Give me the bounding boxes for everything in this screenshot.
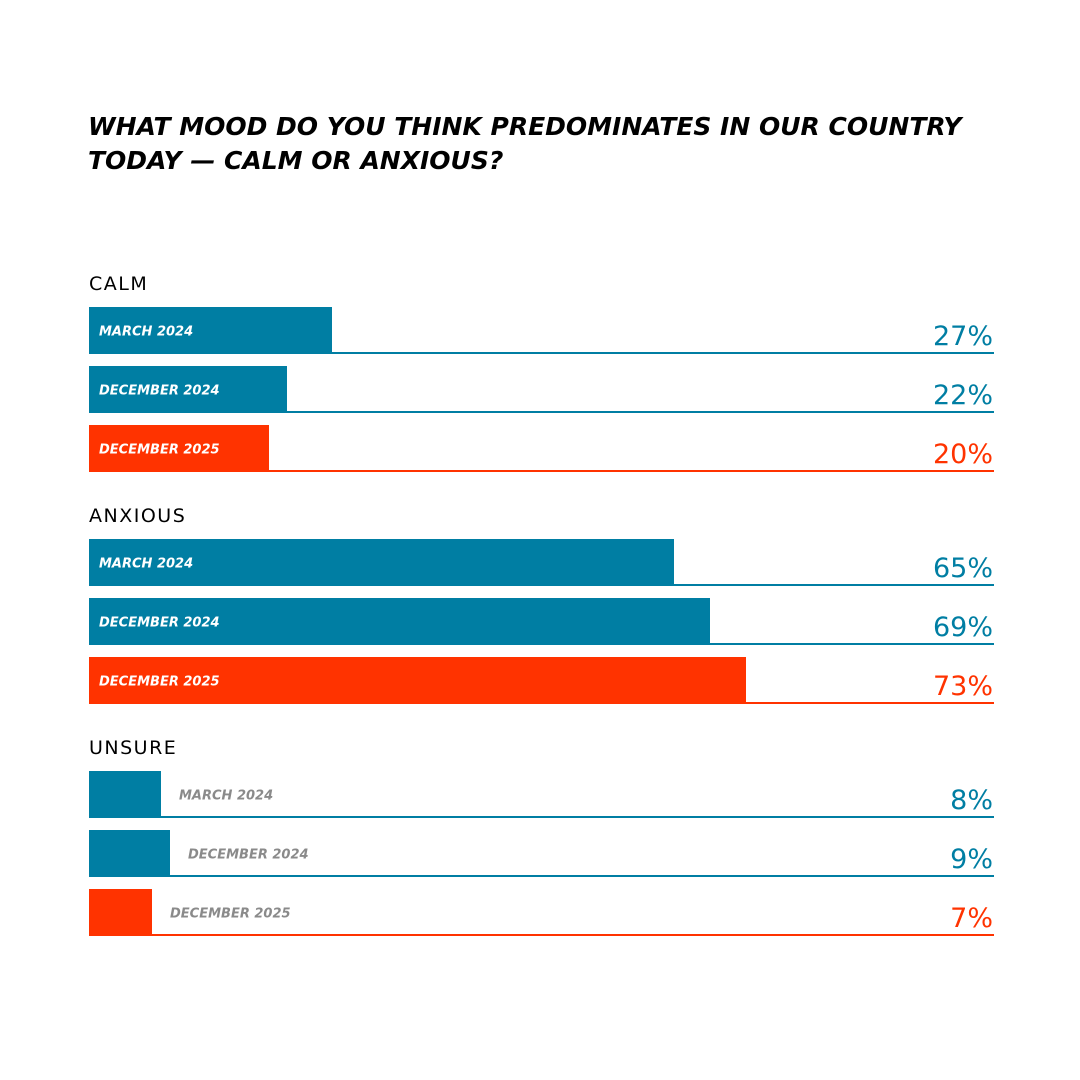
- bar-baseline: [89, 702, 994, 704]
- group-label: CALM: [89, 273, 148, 295]
- bar-value-label: 27%: [933, 321, 993, 352]
- bar: [89, 539, 674, 586]
- bar-value-label: 9%: [950, 844, 993, 875]
- bar-baseline: [89, 643, 994, 645]
- bar-baseline: [89, 875, 994, 877]
- bar-value-label: 65%: [933, 553, 993, 584]
- bar: [89, 366, 287, 413]
- bar: [89, 425, 269, 472]
- bar-baseline: [89, 411, 994, 413]
- bar-value-label: 22%: [933, 380, 993, 411]
- bar-period-label: DECEMBER 2024: [99, 616, 220, 631]
- bar-baseline: [89, 352, 994, 354]
- bar-baseline: [89, 816, 994, 818]
- bar: [89, 657, 746, 704]
- bar-value-label: 69%: [933, 612, 993, 643]
- bar-value-label: 8%: [950, 785, 993, 816]
- bar-value-label: 7%: [950, 903, 993, 934]
- bar-period-label: DECEMBER 2024: [99, 384, 220, 399]
- chart-title: WHAT MOOD DO YOU THINK PREDOMINATES IN O…: [88, 112, 962, 175]
- bar-period-label: MARCH 2024: [99, 557, 193, 572]
- bar-baseline: [89, 584, 994, 586]
- bar: [89, 889, 152, 936]
- bar-period-label: MARCH 2024: [179, 789, 273, 804]
- bar: [89, 598, 710, 645]
- bar-period-label: DECEMBER 2025: [99, 443, 220, 458]
- bar-period-label: DECEMBER 2024: [188, 848, 309, 863]
- bar-period-label: MARCH 2024: [99, 325, 193, 340]
- bar: [89, 307, 332, 354]
- bar-period-label: DECEMBER 2025: [99, 675, 220, 690]
- group-label: UNSURE: [89, 737, 177, 759]
- bar-period-label: DECEMBER 2025: [170, 907, 291, 922]
- bar: [89, 830, 170, 877]
- bar-value-label: 73%: [933, 671, 993, 702]
- group-label: ANXIOUS: [89, 505, 186, 527]
- bar-baseline: [89, 934, 994, 936]
- bar-value-label: 20%: [933, 439, 993, 470]
- bar-baseline: [89, 470, 994, 472]
- bar: [89, 771, 161, 818]
